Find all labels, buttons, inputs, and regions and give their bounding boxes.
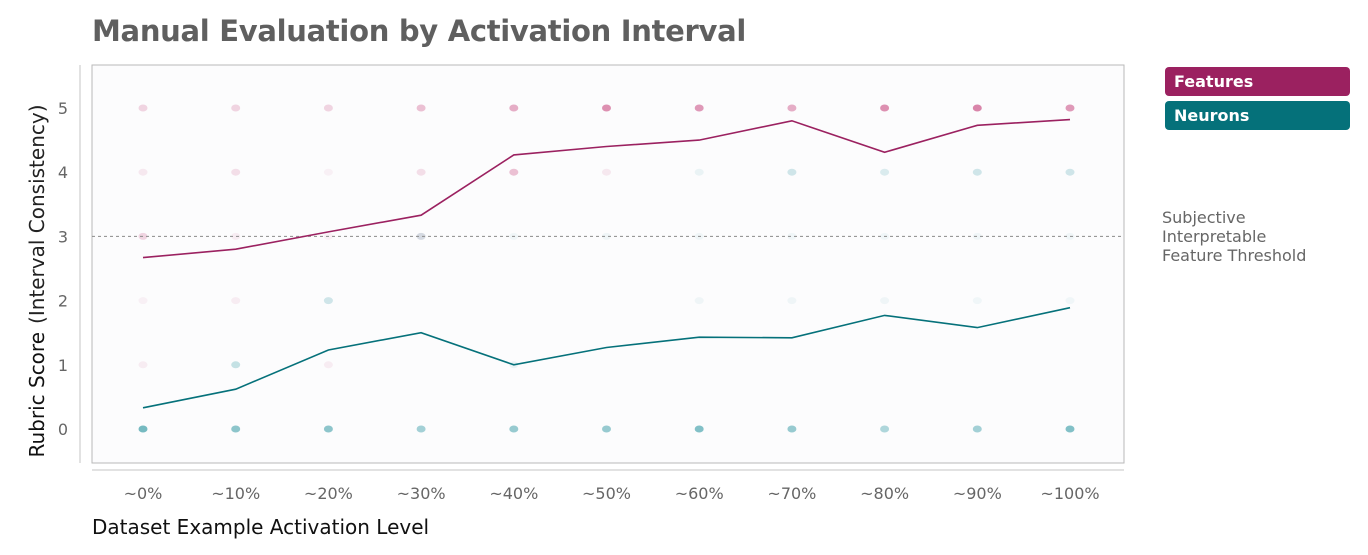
- score-dot: [787, 297, 797, 305]
- series-line-neurons: [142, 306, 1071, 409]
- score-dot: [323, 168, 333, 176]
- x-tick-label: ~60%: [675, 484, 724, 503]
- x-tick-label: ~30%: [397, 484, 446, 503]
- score-dot: [602, 425, 611, 433]
- score-dot: [509, 168, 519, 176]
- x-tick-label: ~40%: [489, 484, 538, 503]
- score-dot: [231, 425, 241, 433]
- score-dot: [323, 425, 333, 433]
- series-line-features: [142, 118, 1071, 259]
- x-tick-label: ~10%: [211, 484, 260, 503]
- y-tick-label: 2: [58, 292, 68, 311]
- score-dot: [509, 425, 519, 433]
- y-tick-label: 4: [58, 163, 68, 182]
- score-dot: [694, 425, 704, 433]
- score-dot: [231, 361, 241, 369]
- score-dot: [880, 168, 890, 176]
- score-dots: [138, 104, 1075, 433]
- x-axis-label: Dataset Example Activation Level: [92, 515, 430, 539]
- chart-title: Manual Evaluation by Activation Interval: [92, 14, 747, 48]
- x-tick-label: ~100%: [1040, 484, 1099, 503]
- score-dot: [787, 168, 797, 176]
- series-lines: [142, 118, 1071, 409]
- plot-area: [91, 64, 1125, 464]
- legend-features: Features: [1165, 67, 1350, 96]
- score-dot: [972, 425, 982, 433]
- score-dot: [602, 104, 611, 112]
- score-dot: [972, 104, 982, 112]
- y-axis-label-sub: (Interval Consistency): [25, 103, 49, 324]
- score-dot: [138, 361, 148, 369]
- score-dot: [880, 425, 890, 433]
- score-dot: [880, 104, 890, 112]
- score-dot: [416, 425, 426, 433]
- y-axis-label: Rubric Score (Interval Consistency): [25, 104, 49, 457]
- score-dot: [231, 104, 241, 112]
- x-tick-label: ~80%: [860, 484, 909, 503]
- legend-neurons: Neurons: [1165, 101, 1350, 130]
- score-dot: [1065, 168, 1075, 176]
- score-dot: [231, 168, 241, 176]
- score-dot: [602, 168, 611, 176]
- y-tick-label: 0: [58, 420, 68, 439]
- score-dot: [602, 232, 611, 240]
- score-dot: [694, 168, 704, 176]
- score-dot: [138, 297, 148, 305]
- score-dot: [972, 168, 982, 176]
- y-tick-label: 1: [58, 356, 68, 375]
- y-axis-label-wrap: Rubric Score (Interval Consistency): [12, 88, 62, 473]
- score-dot: [972, 297, 982, 305]
- x-tick-label: ~50%: [582, 484, 631, 503]
- score-dot: [880, 297, 890, 305]
- score-dot: [231, 232, 241, 240]
- x-tick-label: ~20%: [304, 484, 353, 503]
- y-tick-label: 5: [58, 99, 68, 118]
- score-dot: [1065, 104, 1075, 112]
- score-dot: [323, 297, 333, 305]
- score-dot: [138, 104, 148, 112]
- x-tick-label: ~0%: [124, 484, 163, 503]
- score-dot: [509, 104, 519, 112]
- score-dot: [787, 104, 797, 112]
- score-dot: [416, 104, 426, 112]
- score-dot: [138, 168, 148, 176]
- y-tick-label: 3: [58, 227, 68, 246]
- score-dot: [694, 104, 704, 112]
- score-dot: [231, 297, 241, 305]
- score-dot: [694, 297, 704, 305]
- score-dot: [787, 232, 797, 240]
- score-dot: [416, 232, 426, 240]
- score-dot: [323, 361, 333, 369]
- score-dot: [323, 104, 333, 112]
- score-dot: [138, 425, 148, 433]
- y-axis-label-main: Rubric Score: [25, 331, 49, 458]
- score-dot: [416, 168, 426, 176]
- x-tick-label: ~90%: [953, 484, 1002, 503]
- score-dot: [787, 425, 797, 433]
- y-tick-labels: 0 1 2 3 4 5: [58, 99, 68, 439]
- score-dot: [1065, 297, 1075, 305]
- x-tick-label: ~70%: [767, 484, 816, 503]
- threshold-label: Subjective Interpretable Feature Thresho…: [1162, 208, 1307, 265]
- score-dot: [972, 232, 982, 240]
- x-tick-labels: ~0% ~10% ~20% ~30% ~40% ~50% ~60% ~70% ~80% ~90% ~…: [124, 484, 1100, 503]
- score-dot: [416, 232, 426, 240]
- score-dot: [1065, 425, 1075, 433]
